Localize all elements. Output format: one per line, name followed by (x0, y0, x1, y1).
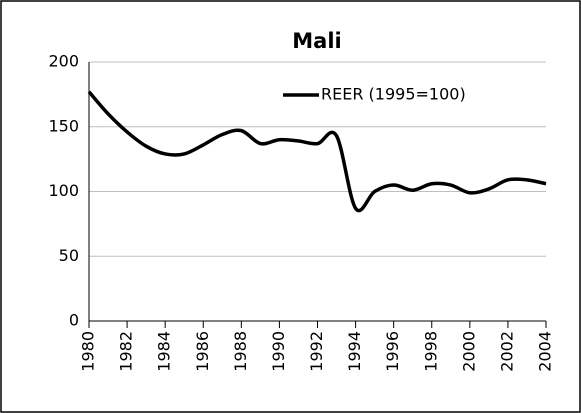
x-tick-label: 1992 (307, 331, 326, 372)
x-tick-label: 1988 (231, 331, 250, 372)
legend-label: REER (1995=100) (321, 85, 466, 104)
y-tick-label: 100 (48, 181, 79, 200)
x-tick-label: 1986 (193, 331, 212, 372)
x-tick-label: 1996 (383, 331, 402, 372)
x-tick-label: 2002 (497, 331, 516, 372)
x-tick-label: 2000 (459, 331, 478, 372)
x-tick-label: 2004 (536, 331, 555, 372)
x-tick-label: 1980 (79, 331, 98, 372)
x-tick-label: 1984 (155, 331, 174, 372)
series-line (87, 90, 547, 213)
y-tick-label: 0 (69, 311, 79, 330)
y-tick-label: 50 (59, 246, 79, 265)
x-tick-label: 1998 (421, 331, 440, 372)
x-tick-label: 1990 (269, 331, 288, 372)
y-tick-label: 150 (48, 116, 79, 135)
y-tick-label: 200 (48, 52, 79, 71)
x-tick-label: 1994 (345, 331, 364, 372)
x-tick-label: 1982 (117, 331, 136, 372)
chart-title: Mali (292, 29, 341, 53)
